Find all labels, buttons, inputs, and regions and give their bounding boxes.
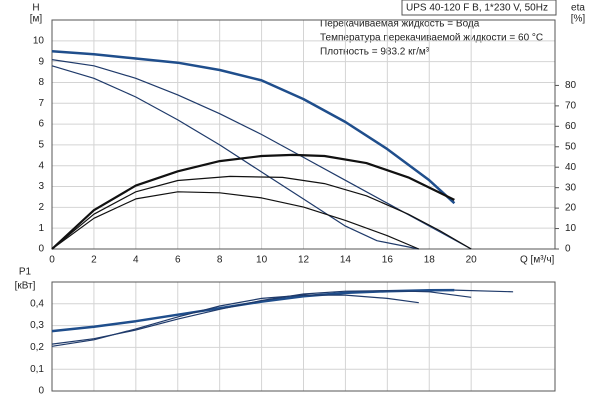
y-tick-label: 2 [38, 202, 44, 213]
curve [51, 294, 419, 347]
y-tick-label: 4 [38, 160, 44, 171]
y-tick-label: 0,1 [30, 364, 44, 375]
x-tick-label: 0 [49, 255, 55, 266]
y-tick-label: 0 [38, 244, 44, 255]
y2-label: eta [571, 3, 585, 14]
y2-tick-label: 10 [565, 223, 577, 234]
x-tick-label: 14 [340, 255, 352, 266]
x-tick-label: 20 [466, 255, 478, 266]
y2-tick-label: 70 [565, 101, 577, 112]
x-tick-label: 6 [175, 255, 181, 266]
plot-frame [51, 281, 556, 392]
y-tick-label: 7 [38, 98, 44, 109]
curve [51, 288, 455, 333]
y2-tick-label: 80 [565, 80, 577, 91]
info-box [401, 0, 557, 16]
y2-tick-label: 50 [565, 141, 577, 152]
y-tick-label: 6 [38, 119, 44, 130]
y-label: H [32, 3, 39, 14]
curve [51, 191, 420, 250]
y-tick-label: 10 [33, 35, 45, 46]
y-tick-label: 3 [38, 181, 44, 192]
y-tick-label: 1 [38, 223, 44, 234]
curve [51, 49, 456, 205]
y-unit: [кВт] [15, 281, 36, 292]
y-tick-label: 8 [38, 77, 44, 88]
y-unit: [м] [30, 14, 43, 25]
y2-tick-label: 60 [565, 121, 577, 132]
y2-tick-label: 0 [565, 244, 571, 255]
x-tick-label: 2 [91, 255, 97, 266]
y2-tick-label: 40 [565, 162, 577, 173]
curve [51, 65, 419, 250]
y-tick-label: 0 [38, 386, 44, 397]
y-tick-label: 0,2 [30, 342, 44, 353]
note: Температура перекачиваемой жидкости = 60… [320, 33, 543, 44]
x-tick-label: 12 [298, 255, 310, 266]
curve [51, 153, 455, 250]
x-tick-label: 10 [256, 255, 268, 266]
x-tick-label: 16 [382, 255, 394, 266]
info-text: UPS 40-120 F B, 1*230 V, 50Hz [406, 3, 548, 14]
plot-frame [51, 19, 556, 250]
curve [51, 175, 472, 250]
y-tick-label: 5 [38, 140, 44, 151]
y-tick-label: 9 [38, 56, 44, 67]
x-tick-label: 18 [424, 255, 436, 266]
y-tick-label: 0,4 [30, 298, 44, 309]
x-tick-label: 4 [133, 255, 139, 266]
note: Плотность = 983.2 кг/м³ [320, 47, 430, 58]
x-tick-label: 8 [217, 255, 223, 266]
note: Перекачиваемая жидкость = Вода [320, 19, 480, 30]
y2-tick-label: 20 [565, 203, 577, 214]
y2-tick-label: 30 [565, 182, 577, 193]
x-label: Q [м³/ч] [520, 255, 555, 266]
y-tick-label: 0,3 [30, 320, 44, 331]
curve [454, 289, 514, 293]
y2-unit: [%] [571, 14, 586, 25]
y-label: P1 [19, 267, 32, 278]
